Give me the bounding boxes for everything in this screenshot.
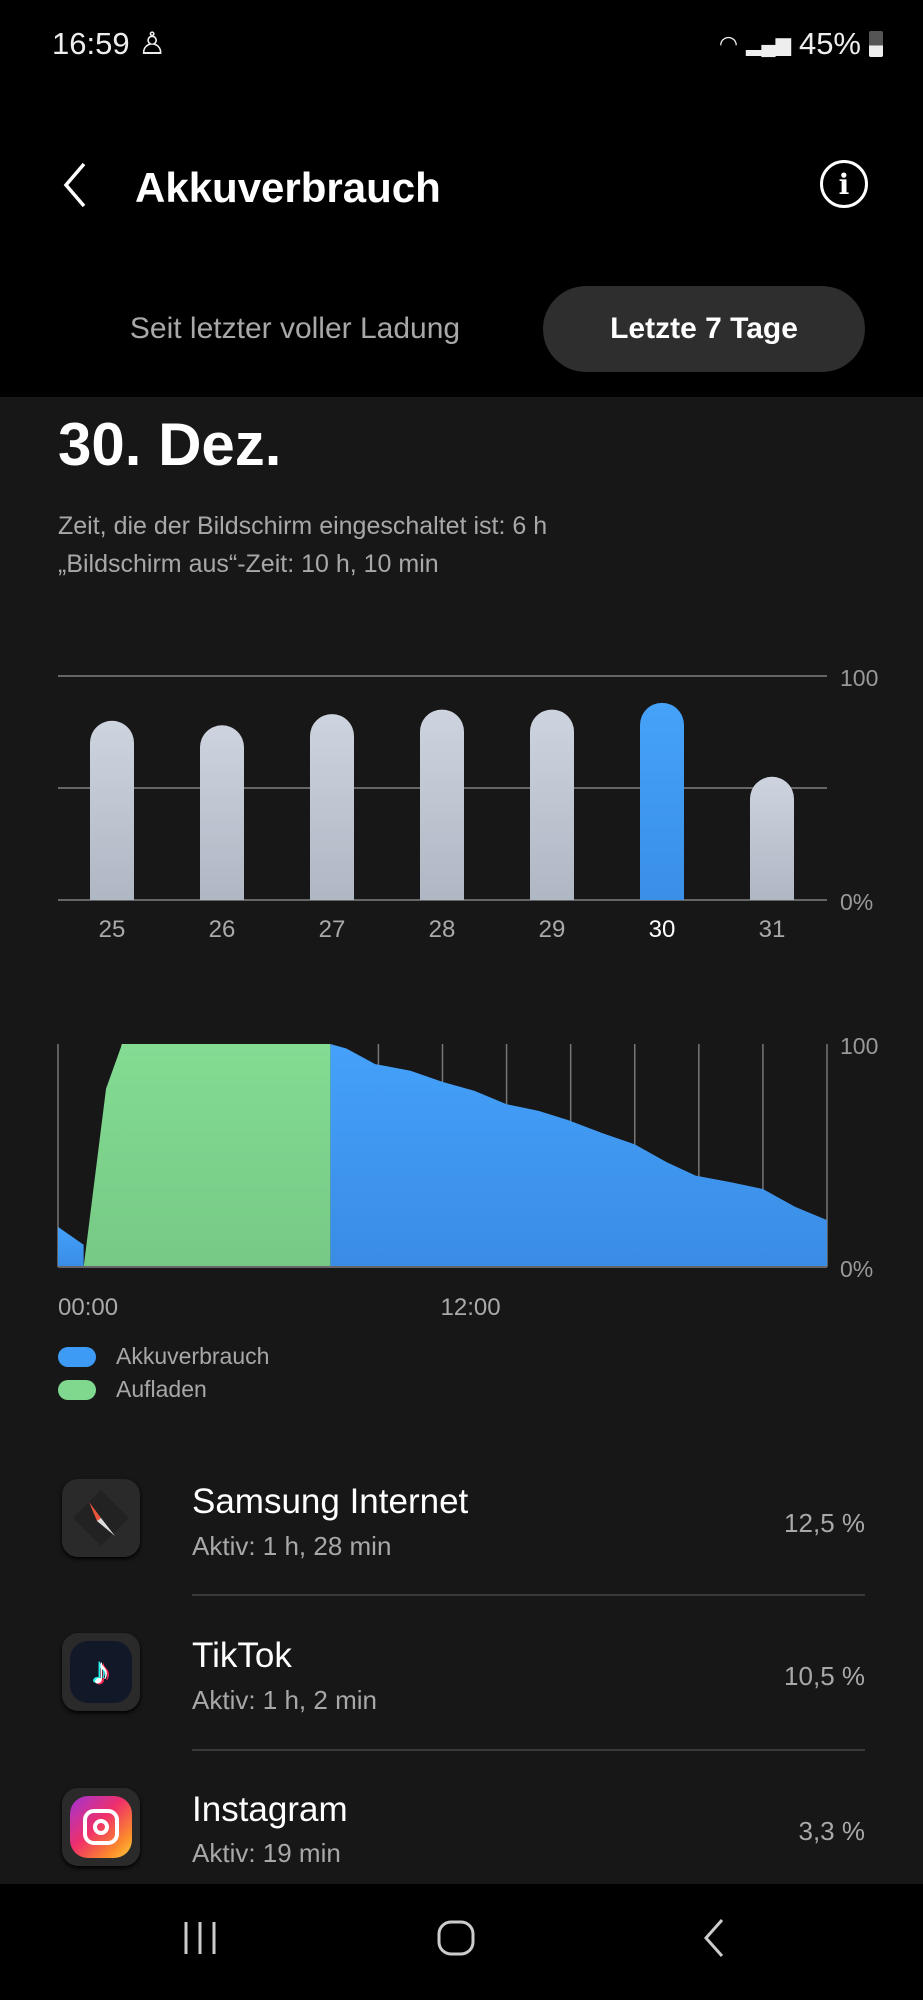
y-tick-label: 100 — [840, 1033, 878, 1059]
home-icon[interactable] — [436, 1918, 476, 1958]
x-tick-label: 25 — [99, 916, 126, 943]
app-name[interactable]: Instagram — [192, 1790, 348, 1829]
recents-icon[interactable] — [180, 1918, 220, 1958]
divider — [192, 1594, 865, 1596]
time-text: 16:59 — [52, 26, 130, 61]
nav-back-icon[interactable] — [700, 1918, 730, 1958]
x-tick-label: 29 — [539, 916, 566, 943]
back-icon[interactable] — [58, 160, 94, 210]
screen-off-time: „Bildschirm aus“-Zeit: 10 h, 10 min — [58, 550, 439, 578]
legend-label: Akkuverbrauch — [116, 1343, 270, 1369]
battery-level-chart: 100 0% 00:00 12:00 — [57, 1033, 878, 1320]
x-tick-label: 12:00 — [441, 1294, 501, 1320]
legend-label: Aufladen — [116, 1376, 207, 1402]
x-tick-label: 30 — [649, 916, 676, 943]
info-icon[interactable]: i — [820, 160, 868, 208]
compass-icon[interactable] — [62, 1479, 140, 1557]
x-tick-label: 28 — [429, 916, 456, 943]
x-tick-label: 31 — [759, 916, 786, 943]
status-icons: ◠ ▂▄▆ 45% — [719, 26, 883, 62]
status-time: 16:59 ♙ — [52, 26, 166, 62]
signal-icon: ▂▄▆ — [746, 33, 791, 56]
app-percent: 10,5 % — [784, 1661, 865, 1691]
wifi-icon: ◠ — [718, 31, 739, 56]
y-tick-label: 0% — [840, 889, 873, 915]
bar-25 — [90, 720, 134, 900]
daily-usage-bar-chart: 100 0% 25 26 27 28 29 30 31 — [58, 665, 878, 943]
page-title: Akkuverbrauch — [135, 164, 441, 211]
x-tick-label: 00:00 — [58, 1294, 118, 1320]
y-tick-label: 0% — [840, 1256, 873, 1282]
app-active-time: Aktiv: 19 min — [192, 1838, 341, 1868]
bar-28 — [420, 709, 464, 900]
navigation-bar — [0, 1884, 923, 2000]
legend-item-charging: Aufladen — [58, 1376, 207, 1403]
area-usage — [330, 1044, 827, 1267]
bar-30 — [640, 702, 684, 900]
app-name[interactable]: Samsung Internet — [192, 1482, 469, 1521]
battery-percent: 45% — [798, 26, 861, 61]
tab-since-full-charge[interactable]: Seit letzter voller Ladung — [129, 312, 461, 345]
x-tick-label: 27 — [319, 916, 346, 943]
x-tick-label: 26 — [209, 916, 236, 943]
divider — [192, 1749, 865, 1751]
selected-date: 30. Dez. — [58, 411, 282, 478]
legend-swatch-blue — [58, 1346, 96, 1367]
bar-29 — [530, 709, 574, 900]
legend-item-usage: Akkuverbrauch — [58, 1343, 269, 1370]
app-percent: 3,3 % — [798, 1816, 866, 1846]
screen-on-time: Zeit, die der Bildschirm eingeschaltet i… — [58, 512, 548, 540]
bar-26 — [200, 725, 244, 900]
app-percent: 12,5 % — [784, 1508, 865, 1538]
area-usage — [58, 1226, 84, 1267]
legend-swatch-green — [58, 1379, 96, 1400]
area-charging — [83, 1044, 331, 1267]
app-active-time: Aktiv: 1 h, 2 min — [192, 1685, 377, 1715]
bar-31 — [750, 776, 794, 900]
app-active-time: Aktiv: 1 h, 28 min — [192, 1531, 392, 1561]
tab-last-7-days[interactable]: Letzte 7 Tage — [543, 286, 865, 372]
battery-icon — [869, 31, 883, 57]
y-tick-label: 100 — [840, 665, 878, 691]
app-name[interactable]: TikTok — [192, 1636, 292, 1675]
instagram-icon[interactable] — [62, 1788, 140, 1866]
tiktok-icon[interactable]: ♪ — [62, 1633, 140, 1711]
notification-icon: ♙ — [138, 26, 166, 61]
bar-27 — [310, 714, 354, 900]
